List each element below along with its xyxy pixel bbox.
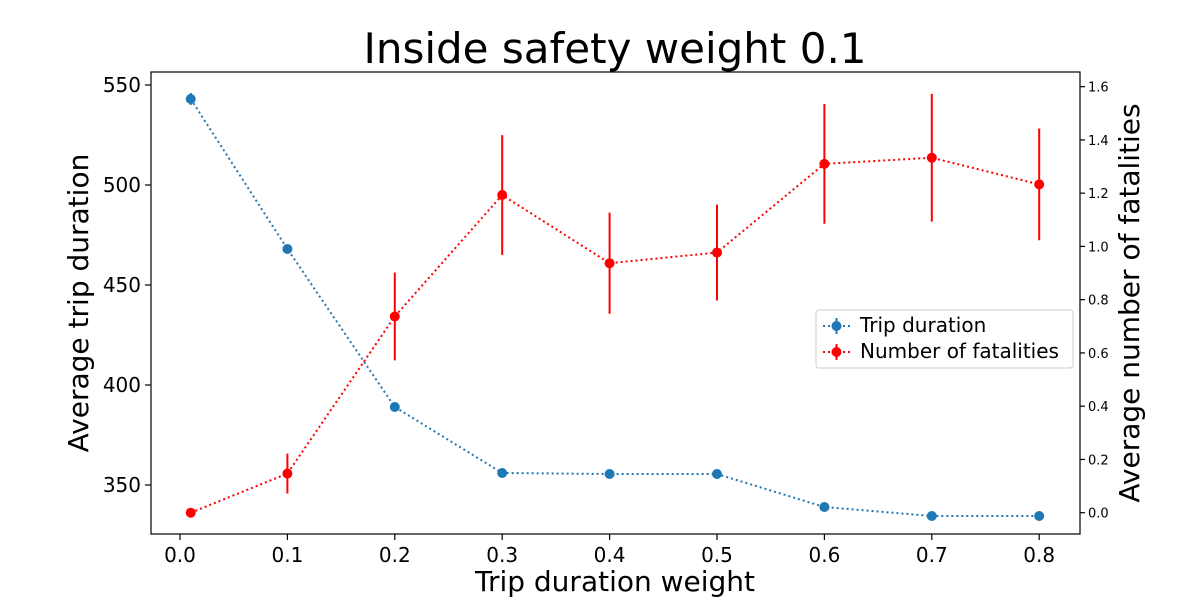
y-axis-right-label: Average number of fatalities [1113, 103, 1146, 502]
data-point-trip-duration [389, 402, 400, 412]
x-axis-label: Trip duration weight [474, 565, 755, 598]
x-tick-label: 0.8 [1023, 543, 1055, 567]
data-point-trip-duration [497, 468, 508, 478]
y-left-tick-label: 350 [103, 473, 141, 497]
data-point-trip-duration [185, 94, 196, 104]
data-point-number-of-fatalities [282, 468, 293, 479]
data-point-number-of-fatalities [711, 247, 722, 258]
legend-entry-trip-duration: Trip duration [823, 313, 986, 337]
chart-title: Inside safety weight 0.1 [363, 24, 866, 73]
x-tick-label: 0.7 [916, 543, 948, 567]
x-tick-label: 0.5 [701, 543, 733, 567]
x-tick-label: 0.3 [486, 543, 518, 567]
plot-frame [150, 71, 1081, 535]
x-tick-label: 0.0 [164, 543, 196, 567]
legend-label-fatalities: Number of fatalities [860, 339, 1059, 363]
legend-label-trip-duration: Trip duration [859, 313, 986, 337]
data-point-number-of-fatalities [819, 158, 830, 169]
data-point-trip-duration [282, 244, 293, 254]
y-axis-left-label: Average trip duration [62, 154, 95, 453]
data-point-trip-duration [711, 469, 722, 479]
data-point-trip-duration [1034, 511, 1045, 521]
x-tick-label: 0.1 [271, 543, 303, 567]
legend-entry-fatalities: Number of fatalities [823, 339, 1059, 363]
data-point-number-of-fatalities [497, 190, 508, 201]
y-left-tick-label: 450 [103, 273, 141, 297]
y-left-tick-label: 550 [103, 73, 141, 97]
data-point-number-of-fatalities [1034, 179, 1045, 190]
y-left-tick-label: 500 [103, 173, 141, 197]
plot-area: 0.0 0.1 0.2 0.3 0.4 0.5 0.6 0.7 0.8 350 400 450 500 5… [103, 73, 1109, 567]
data-point-number-of-fatalities [926, 152, 937, 163]
y-left-tick-label: 400 [103, 373, 141, 397]
x-tick-label: 0.6 [808, 543, 840, 567]
y-right-tick-label: 1.6 [1088, 81, 1109, 96]
y-right-tick-label: 1.4 [1088, 134, 1109, 149]
x-tick-label: 0.4 [594, 543, 626, 567]
y-right-tick-label: 0.4 [1088, 400, 1109, 415]
data-point-trip-duration [604, 469, 615, 479]
y-right-tick-label: 1.0 [1088, 240, 1109, 255]
legend: Trip duration Number of fatalities [815, 309, 1074, 369]
legend-marker-trip-duration [831, 321, 842, 331]
data-point-trip-duration [926, 511, 937, 521]
y-right-tick-label: 0.2 [1088, 453, 1109, 468]
y-right-tick-label: 0.8 [1088, 294, 1109, 309]
legend-box [815, 309, 1074, 369]
data-point-number-of-fatalities [185, 507, 196, 518]
y-right-tick-label: 0.0 [1088, 507, 1109, 522]
y-right-tick-label: 0.6 [1088, 347, 1109, 362]
data-point-trip-duration [819, 502, 830, 512]
legend-marker-fatalities [831, 347, 842, 357]
data-point-number-of-fatalities [389, 311, 400, 322]
x-tick-label: 0.2 [379, 543, 411, 567]
y-right-tick-label: 1.2 [1088, 187, 1109, 202]
data-point-number-of-fatalities [604, 258, 615, 269]
